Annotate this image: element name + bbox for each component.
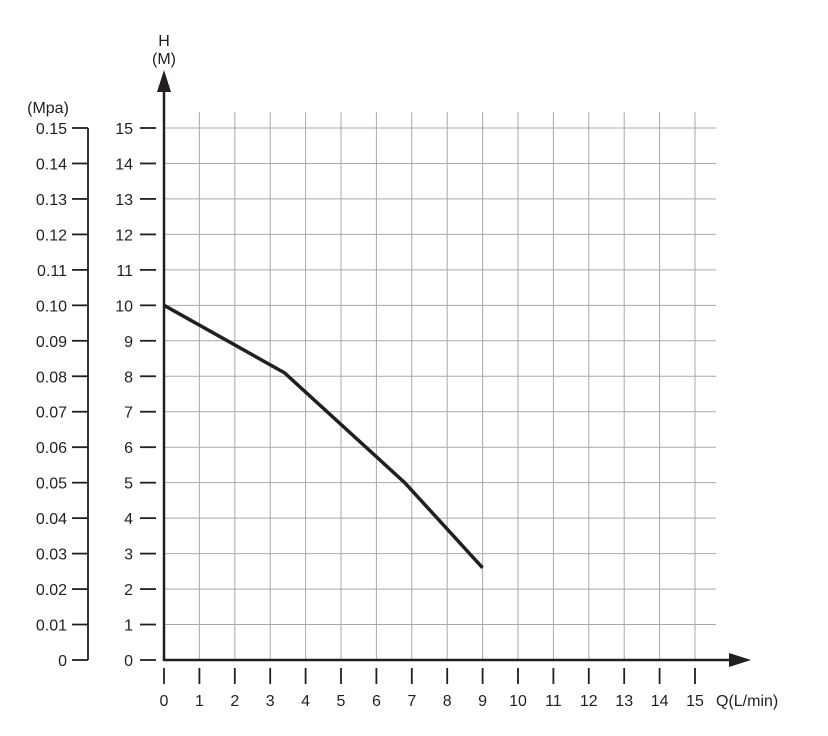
x-tick-label: 11 bbox=[545, 693, 562, 710]
y-tick-label: 13 bbox=[115, 192, 133, 209]
y-tick-label: 1 bbox=[124, 618, 133, 635]
x-tick-label: 14 bbox=[651, 693, 669, 710]
secondary-y-tick-label: 0.01 bbox=[36, 618, 67, 635]
x-tick-label: 8 bbox=[443, 693, 452, 710]
secondary-y-tick-label: 0.10 bbox=[36, 298, 67, 315]
secondary-y-tick-label: 0.03 bbox=[36, 547, 67, 564]
secondary-y-tick-label: 0.08 bbox=[36, 369, 67, 386]
y-axis-label: H bbox=[158, 33, 170, 50]
secondary-y-tick-label: 0 bbox=[58, 653, 67, 670]
secondary-y-tick-label: 0.12 bbox=[36, 227, 67, 244]
y-tick-label: 7 bbox=[124, 405, 133, 422]
x-tick-label: 0 bbox=[160, 693, 169, 710]
x-tick-label: 12 bbox=[580, 693, 598, 710]
secondary-y-tick-label: 0.07 bbox=[36, 405, 67, 422]
secondary-y-tick-label: 0.14 bbox=[36, 156, 67, 173]
secondary-y-tick-label: 0.02 bbox=[36, 582, 67, 599]
secondary-y-tick-label: 0.09 bbox=[36, 334, 67, 351]
y-tick-label: 9 bbox=[124, 334, 133, 351]
x-tick-label: 10 bbox=[509, 693, 527, 710]
y-tick-label: 6 bbox=[124, 440, 133, 457]
y-tick-label: 12 bbox=[115, 227, 133, 244]
y-tick-label: 14 bbox=[115, 156, 133, 173]
axes bbox=[87, 70, 751, 667]
secondary-y-tick-label: 0.13 bbox=[36, 192, 67, 209]
ticks: 0 1 2 3 4 5 6 7 8 9 10 11 12 13 14 15012345678910111213… bbox=[36, 121, 704, 710]
x-tick-label: 3 bbox=[266, 693, 275, 710]
y-tick-label: 10 bbox=[115, 298, 133, 315]
y-tick-label: 15 bbox=[115, 121, 133, 138]
y-tick-label: 11 bbox=[116, 263, 133, 280]
x-tick-label: 7 bbox=[407, 693, 416, 710]
x-tick-label: 15 bbox=[686, 693, 704, 710]
secondary-y-tick-label: 0.06 bbox=[36, 440, 67, 457]
y-axis-unit: (M) bbox=[152, 51, 176, 68]
y-tick-label: 3 bbox=[124, 547, 133, 564]
x-axis-label: Q(L/min) bbox=[716, 693, 778, 710]
series-line bbox=[163, 303, 484, 569]
x-axis-arrow bbox=[729, 653, 751, 667]
x-tick-label: 2 bbox=[230, 693, 239, 710]
y-tick-label: 2 bbox=[124, 582, 133, 599]
x-tick-label: 9 bbox=[478, 693, 487, 710]
secondary-y-tick-label: 0.05 bbox=[36, 476, 67, 493]
x-tick-label: 13 bbox=[615, 693, 633, 710]
secondary-y-tick-label: 0.15 bbox=[36, 121, 67, 138]
x-tick-label: 5 bbox=[337, 693, 346, 710]
x-tick-label: 6 bbox=[372, 693, 381, 710]
y-tick-label: 5 bbox=[124, 476, 133, 493]
x-tick-label: 4 bbox=[301, 693, 310, 710]
grid bbox=[164, 112, 716, 660]
y-tick-label: 8 bbox=[124, 369, 133, 386]
y-tick-label: 0 bbox=[124, 653, 133, 670]
y-axis-arrow bbox=[157, 70, 171, 92]
secondary-y-tick-label: 0.04 bbox=[36, 511, 67, 528]
secondary-y-tick-label: 0.11 bbox=[37, 263, 67, 280]
y-tick-label: 4 bbox=[124, 511, 133, 528]
secondary-y-axis-label: (Mpa) bbox=[27, 100, 69, 117]
x-tick-label: 1 bbox=[195, 693, 204, 710]
